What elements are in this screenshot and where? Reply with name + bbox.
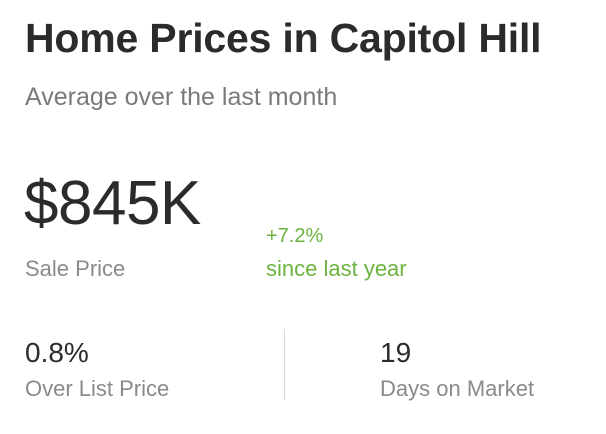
- days-on-market-value: 19: [380, 337, 412, 368]
- over-list-price-label: Over List Price: [25, 376, 170, 401]
- year-change-label: since last year: [266, 256, 407, 281]
- days-on-market-label: Days on Market: [380, 376, 535, 401]
- sale-price-value: $845K: [24, 169, 201, 238]
- stats-divider: [284, 329, 285, 400]
- card-subtitle: Average over the last month: [25, 83, 338, 111]
- year-change-value: +7.2%: [266, 225, 324, 247]
- over-list-price-value: 0.8%: [25, 337, 89, 368]
- card-title: Home Prices in Capitol Hill: [25, 15, 542, 61]
- sale-price-label: Sale Price: [25, 256, 126, 281]
